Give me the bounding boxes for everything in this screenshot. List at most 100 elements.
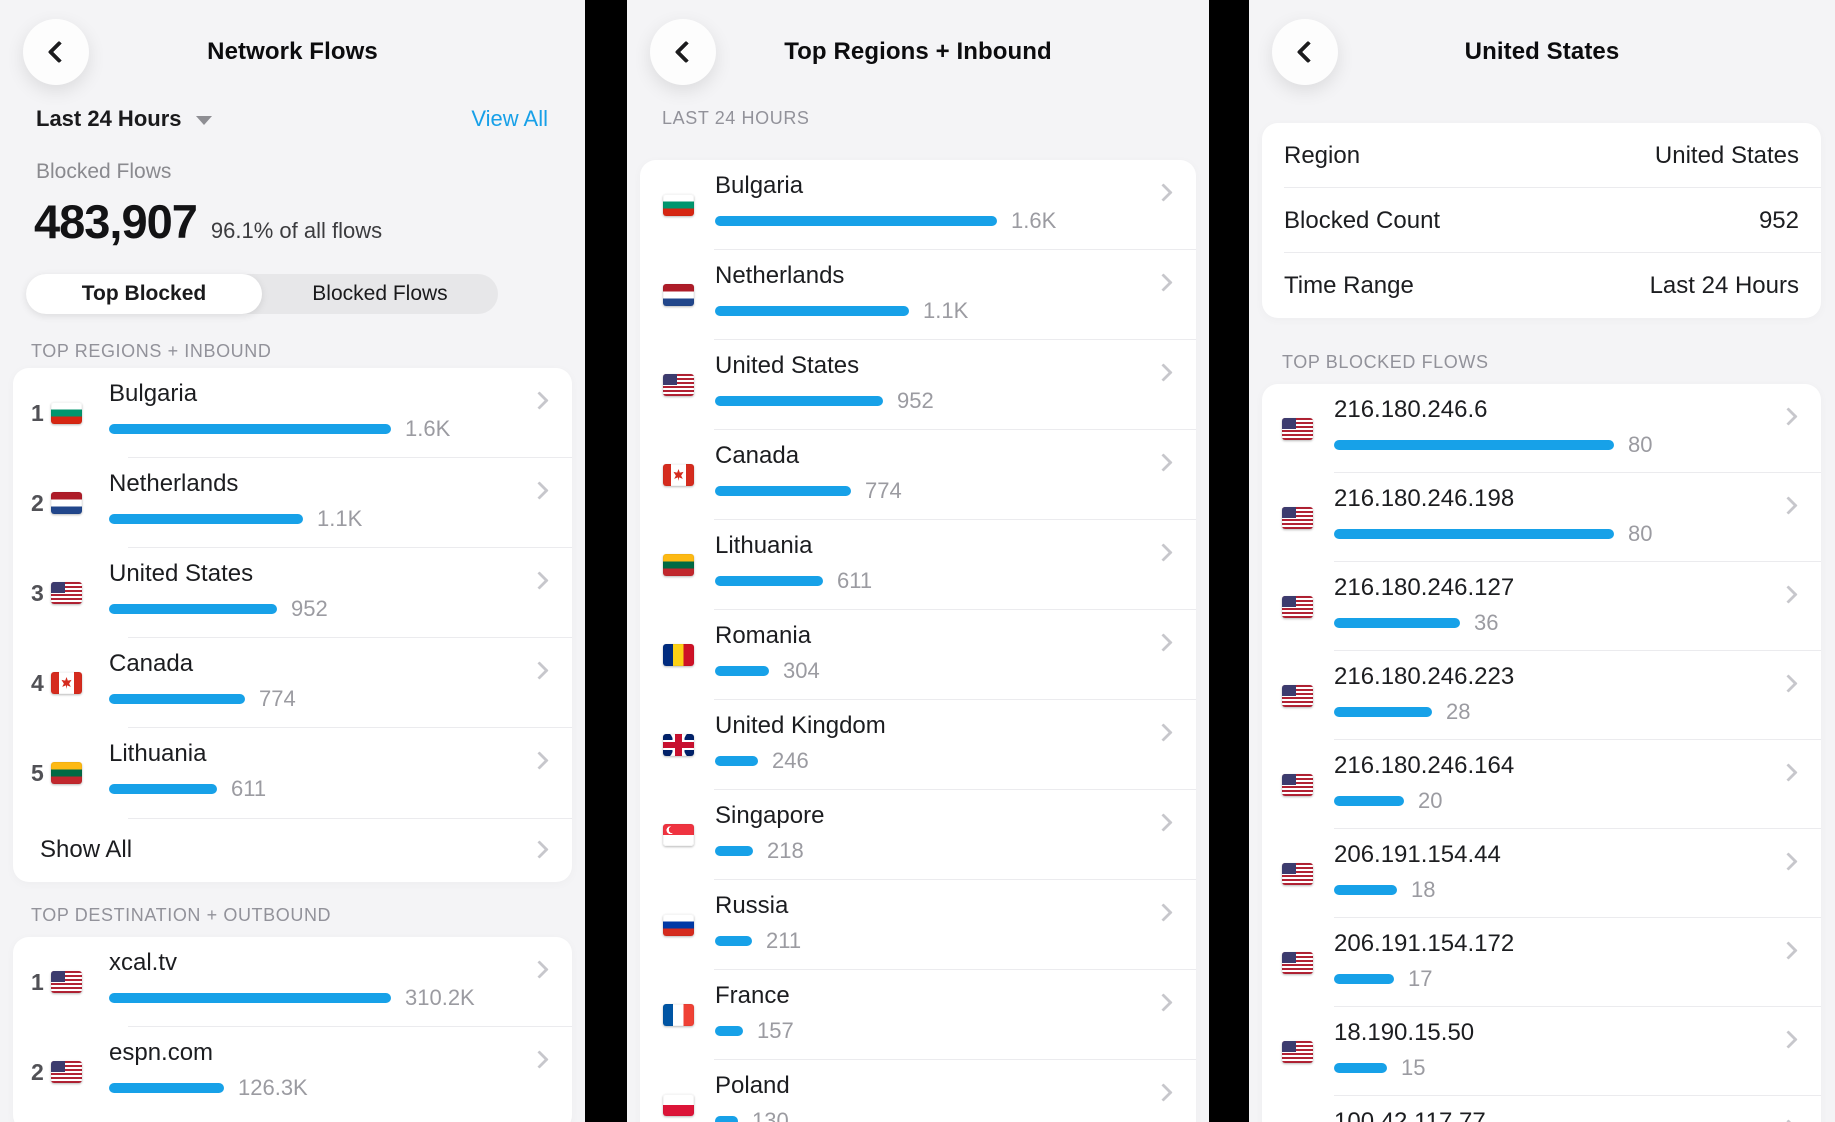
- value-label: 18: [1411, 876, 1436, 902]
- value-label: 1.6K: [1011, 208, 1057, 233]
- list-item[interactable]: Bulgaria 1.6K: [640, 160, 1196, 250]
- value-bar: [1334, 973, 1394, 984]
- value-label: 774: [865, 478, 902, 503]
- value-label: 611: [231, 776, 267, 801]
- row-divider: [1334, 828, 1821, 829]
- list-item[interactable]: Russia 211: [640, 880, 1196, 970]
- value-label: 126.3K: [238, 1075, 308, 1100]
- row-title: Poland: [715, 1072, 790, 1099]
- segmented-control: Top Blocked Blocked Flows: [26, 274, 498, 314]
- list-item[interactable]: 216.180.246.6 80: [1262, 384, 1821, 473]
- flag-us-icon: [663, 374, 694, 396]
- flag-ca-icon: [51, 672, 82, 694]
- row-divider: [128, 457, 572, 458]
- row-title: 216.180.246.223: [1334, 662, 1515, 690]
- row-title: Canada: [715, 442, 800, 469]
- row-divider: [1334, 917, 1821, 918]
- list-item[interactable]: France 157: [640, 970, 1196, 1060]
- value-label: 1.1K: [923, 298, 969, 323]
- list-item[interactable]: 216.180.246.223 28: [1262, 651, 1821, 740]
- tab-blocked-flows[interactable]: Blocked Flows: [312, 282, 448, 305]
- row-title: 216.180.246.6: [1334, 395, 1488, 423]
- row-title: 216.180.246.198: [1334, 484, 1515, 512]
- blocked-count-value: 483,907: [34, 195, 198, 248]
- row-divider: [128, 1026, 572, 1027]
- value-bar: [715, 306, 909, 316]
- flag-bg-icon: [663, 194, 694, 216]
- value-label: 80: [1628, 431, 1653, 457]
- rank-label: 5: [31, 759, 44, 786]
- back-button[interactable]: [23, 19, 89, 85]
- chevron-down-icon[interactable]: [195, 116, 212, 125]
- value-bar: [715, 216, 997, 226]
- row-divider: [1284, 187, 1821, 188]
- value-bar: [715, 396, 883, 406]
- view-all-link[interactable]: View All: [471, 106, 548, 131]
- list-item[interactable]: 216.180.246.127 36: [1262, 562, 1821, 651]
- value-label: 28: [1446, 698, 1471, 724]
- list-item[interactable]: Romania 304: [640, 610, 1196, 700]
- row-title: 206.191.154.44: [1334, 840, 1501, 868]
- time-filter-dropdown[interactable]: Last 24 Hours: [36, 106, 182, 131]
- list-item[interactable]: 206.191.154.172 17: [1262, 918, 1821, 1007]
- list-item[interactable]: 2 Netherlands 1.1K: [13, 458, 572, 548]
- row-title: Russia: [715, 892, 789, 919]
- flag-ca-icon: [663, 464, 694, 486]
- list-item[interactable]: 1 xcal.tv 310.2K: [13, 937, 572, 1027]
- value-label: 310.2K: [405, 985, 475, 1010]
- show-all-label: Show All: [40, 836, 133, 863]
- list-item[interactable]: United States 952: [640, 340, 1196, 430]
- value-bar: [109, 784, 217, 794]
- list-item[interactable]: 5 Lithuania 611: [13, 728, 572, 818]
- value-bar: [109, 424, 391, 434]
- back-button[interactable]: [650, 19, 716, 85]
- list-item[interactable]: 18.190.15.50 15: [1262, 1007, 1821, 1096]
- list-item[interactable]: 100.42.117.77 14: [1262, 1096, 1821, 1122]
- value-bar: [715, 756, 758, 766]
- row-divider: [1284, 252, 1821, 253]
- back-button[interactable]: [1272, 19, 1338, 85]
- value-label: 20: [1418, 787, 1443, 813]
- row-title: Bulgaria: [715, 172, 804, 199]
- row-divider: [128, 637, 572, 638]
- page-title: Network Flows: [207, 38, 378, 65]
- list-item[interactable]: 206.191.154.44 18: [1262, 829, 1821, 918]
- network-flows-screen: Network Flows Last 24 Hours View All Blo…: [0, 0, 585, 1122]
- list-item[interactable]: Poland 130: [640, 1060, 1196, 1122]
- list-item[interactable]: Netherlands 1.1K: [640, 250, 1196, 340]
- tab-top-blocked[interactable]: Top Blocked: [26, 274, 262, 314]
- value-bar: [1334, 1062, 1387, 1073]
- value-label: 1.1K: [317, 506, 363, 531]
- row-title: Singapore: [715, 802, 825, 829]
- list-item[interactable]: 2 espn.com 126.3K: [13, 1027, 572, 1117]
- list-item[interactable]: 3 United States 952: [13, 548, 572, 638]
- value-bar: [109, 604, 277, 614]
- list-item[interactable]: 216.180.246.198 80: [1262, 473, 1821, 562]
- row-title: 206.191.154.172: [1334, 929, 1515, 957]
- value-bar: [715, 846, 753, 856]
- value-bar: [715, 1026, 743, 1036]
- row-divider: [714, 969, 1196, 970]
- list-item[interactable]: 216.180.246.164 20: [1262, 740, 1821, 829]
- list-item[interactable]: 4 Canada 774: [13, 638, 572, 728]
- flag-sg-icon: [663, 824, 694, 846]
- list-item[interactable]: 1 Bulgaria 1.6K: [13, 368, 572, 458]
- flag-lt-icon: [663, 554, 694, 576]
- row-divider: [714, 519, 1196, 520]
- regions-list-card: Bulgaria 1.6K Netherlands 1.1K United St…: [640, 160, 1196, 1122]
- value-bar: [109, 993, 391, 1003]
- list-item[interactable]: Singapore 218: [640, 790, 1196, 880]
- value-bar: [1334, 884, 1397, 895]
- value-label: 17: [1408, 965, 1433, 991]
- value-label: 246: [772, 748, 809, 773]
- row-divider: [128, 547, 572, 548]
- value-label: 211: [766, 928, 802, 953]
- show-all-row[interactable]: Show All: [13, 818, 572, 882]
- list-item[interactable]: Canada 774: [640, 430, 1196, 520]
- row-title: 216.180.246.127: [1334, 573, 1515, 601]
- flag-fr-icon: [663, 1004, 694, 1026]
- list-item[interactable]: Lithuania 611: [640, 520, 1196, 610]
- row-divider: [1334, 472, 1821, 473]
- list-item[interactable]: United Kingdom 246: [640, 700, 1196, 790]
